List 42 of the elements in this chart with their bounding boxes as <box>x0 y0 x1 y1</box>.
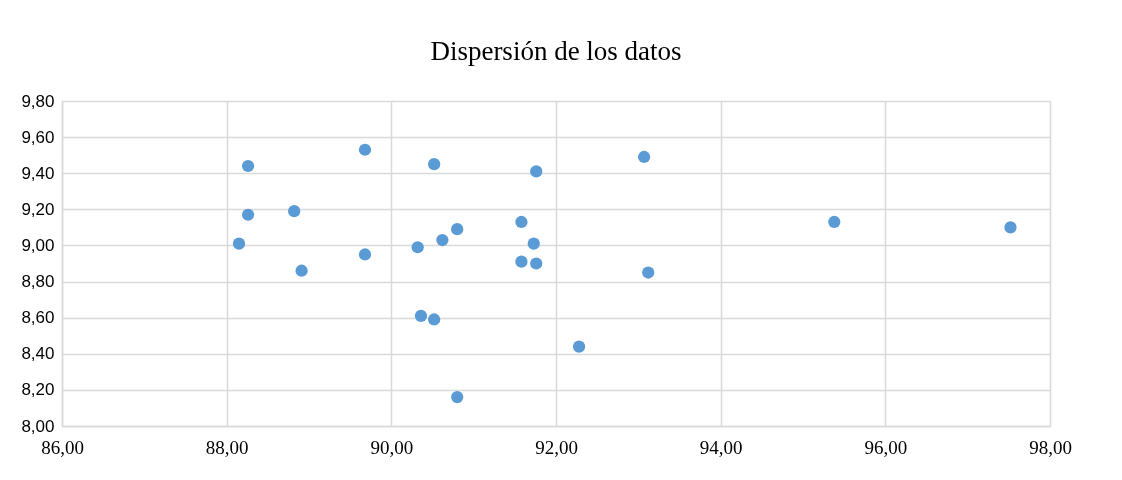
point <box>530 165 543 178</box>
y-tick-label: 8,20 <box>21 380 55 400</box>
y-tick-label: 8,60 <box>21 308 55 328</box>
y-tick-label: 8,80 <box>21 272 55 292</box>
x-tick-label: 96,00 <box>864 436 908 458</box>
y-tick-label: 9,00 <box>21 235 55 255</box>
y-tick-label: 9,40 <box>21 163 55 183</box>
point <box>411 241 424 254</box>
point <box>428 313 441 326</box>
y-tick-label: 9,20 <box>21 199 55 219</box>
x-tick-label: 88,00 <box>205 436 249 458</box>
y-tick-label: 8,40 <box>21 344 55 364</box>
x-tick-label: 90,00 <box>370 436 414 458</box>
point <box>358 143 372 156</box>
y-tick-label: 9,60 <box>21 127 55 147</box>
point <box>451 223 464 236</box>
point <box>451 391 464 404</box>
point <box>1004 221 1017 234</box>
y-tick-label: 9,80 <box>21 91 55 111</box>
point <box>515 255 528 268</box>
point <box>436 233 449 247</box>
point <box>288 205 301 218</box>
x-tick-label: 86,00 <box>41 436 84 458</box>
point <box>241 208 255 221</box>
point <box>637 150 651 164</box>
point <box>527 237 540 250</box>
point <box>572 340 586 353</box>
point <box>642 266 655 279</box>
point <box>358 248 372 261</box>
y-tick-label: 8,00 <box>21 416 55 436</box>
x-tick-label: 94,00 <box>699 436 743 458</box>
point <box>530 257 543 270</box>
point <box>828 215 841 229</box>
point <box>241 159 255 173</box>
point <box>295 264 308 277</box>
point <box>232 237 246 250</box>
point <box>515 215 528 229</box>
x-tick-label: 92,00 <box>535 436 578 458</box>
point <box>428 158 441 171</box>
x-tick-label: 98,00 <box>1029 436 1072 458</box>
point <box>414 309 428 322</box>
chart-title: Dispersión de los datos <box>430 36 682 66</box>
